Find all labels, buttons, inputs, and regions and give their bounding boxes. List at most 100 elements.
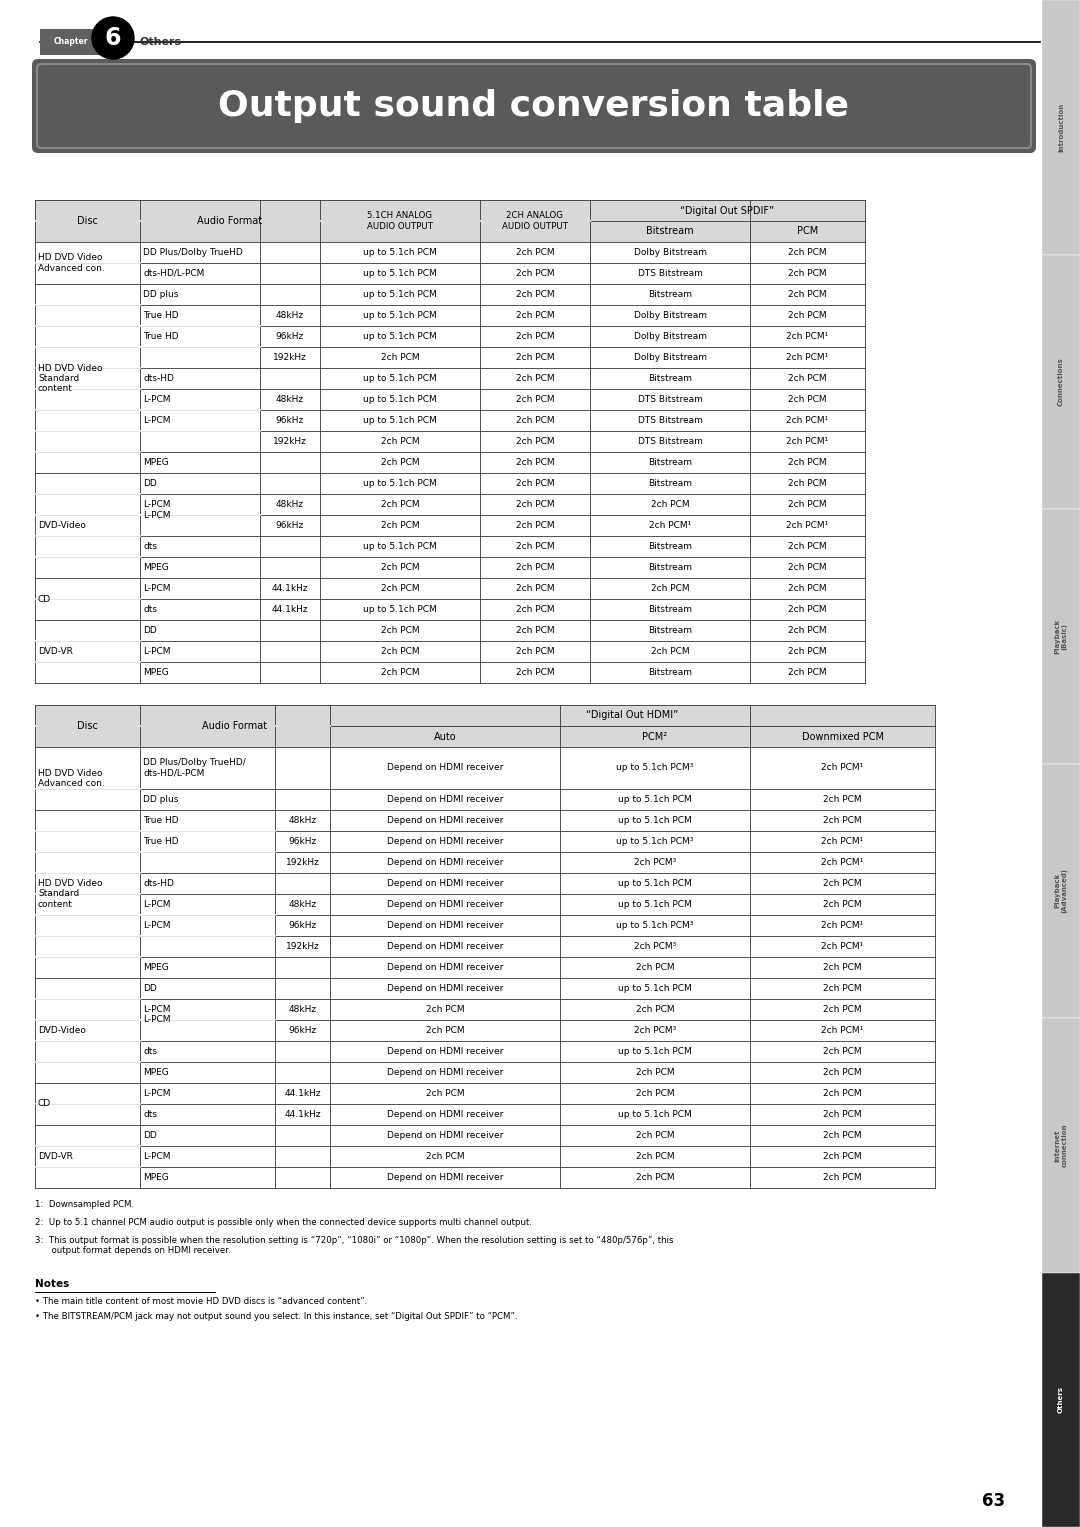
Text: 2ch PCM: 2ch PCM xyxy=(515,667,554,676)
Text: 96kHz: 96kHz xyxy=(288,1026,316,1035)
Text: up to 5.1ch PCM³: up to 5.1ch PCM³ xyxy=(617,764,693,773)
Text: Depend on HDMI receiver: Depend on HDMI receiver xyxy=(387,921,503,930)
Bar xyxy=(35,705,935,725)
Text: up to 5.1ch PCM: up to 5.1ch PCM xyxy=(618,1048,692,1057)
Text: MPEG: MPEG xyxy=(143,1173,168,1182)
Text: 2ch PCM: 2ch PCM xyxy=(636,1151,674,1161)
Text: “Digital Out HDMI”: “Digital Out HDMI” xyxy=(586,710,678,721)
Text: 96kHz: 96kHz xyxy=(288,921,316,930)
Text: 2ch PCM: 2ch PCM xyxy=(380,499,419,508)
Text: 2ch PCM¹: 2ch PCM¹ xyxy=(822,858,864,867)
Text: Depend on HDMI receiver: Depend on HDMI receiver xyxy=(387,815,503,825)
Text: Depend on HDMI receiver: Depend on HDMI receiver xyxy=(387,837,503,846)
Text: 2ch PCM: 2ch PCM xyxy=(823,1067,862,1077)
Text: Disc: Disc xyxy=(77,215,98,226)
Text: 2ch PCM: 2ch PCM xyxy=(515,626,554,635)
Text: 44.1kHz: 44.1kHz xyxy=(272,605,308,614)
Text: dts: dts xyxy=(143,542,157,551)
Text: dts-HD: dts-HD xyxy=(143,880,174,889)
Text: 2ch PCM¹: 2ch PCM¹ xyxy=(822,942,864,951)
Text: Playback
(Advanced): Playback (Advanced) xyxy=(1054,869,1067,913)
Text: Bitstream: Bitstream xyxy=(648,667,692,676)
Text: 2ch PCM: 2ch PCM xyxy=(823,1151,862,1161)
Text: 2ch PCM: 2ch PCM xyxy=(823,1173,862,1182)
Text: 48kHz: 48kHz xyxy=(288,815,316,825)
Bar xyxy=(1042,764,1080,1019)
Text: 2ch PCM: 2ch PCM xyxy=(823,1132,862,1141)
Text: True HD: True HD xyxy=(143,815,178,825)
Text: Depend on HDMI receiver: Depend on HDMI receiver xyxy=(387,764,503,773)
Text: PCM: PCM xyxy=(797,226,819,237)
FancyBboxPatch shape xyxy=(32,60,1036,153)
Text: Depend on HDMI receiver: Depend on HDMI receiver xyxy=(387,1067,503,1077)
Text: up to 5.1ch PCM: up to 5.1ch PCM xyxy=(363,395,437,405)
Text: • The main title content of most movie HD DVD discs is “advanced content”.: • The main title content of most movie H… xyxy=(35,1296,367,1306)
Text: 2ch PCM¹: 2ch PCM¹ xyxy=(786,353,828,362)
Text: 3:  This output format is possible when the resolution setting is “720p”, “1080i: 3: This output format is possible when t… xyxy=(35,1235,674,1255)
Text: 2ch PCM³: 2ch PCM³ xyxy=(634,942,676,951)
Text: 2ch PCM: 2ch PCM xyxy=(515,647,554,657)
Text: up to 5.1ch PCM: up to 5.1ch PCM xyxy=(363,374,437,383)
Text: 2ch PCM: 2ch PCM xyxy=(636,1005,674,1014)
Text: 2CH ANALOG
AUDIO OUTPUT: 2CH ANALOG AUDIO OUTPUT xyxy=(502,211,568,231)
Text: 2ch PCM: 2ch PCM xyxy=(515,542,554,551)
Text: 2ch PCM: 2ch PCM xyxy=(788,374,827,383)
Text: up to 5.1ch PCM: up to 5.1ch PCM xyxy=(363,247,437,257)
Text: 48kHz: 48kHz xyxy=(275,312,305,321)
Text: CD: CD xyxy=(38,594,51,603)
Text: 2ch PCM: 2ch PCM xyxy=(788,247,827,257)
Text: Depend on HDMI receiver: Depend on HDMI receiver xyxy=(387,1173,503,1182)
Text: DVD-VR: DVD-VR xyxy=(38,1151,72,1161)
Text: 2ch PCM¹: 2ch PCM¹ xyxy=(786,437,828,446)
Text: Bitstream: Bitstream xyxy=(648,563,692,573)
Text: Audio Format: Audio Format xyxy=(198,215,262,226)
Text: Disc: Disc xyxy=(77,721,98,731)
Text: Depend on HDMI receiver: Depend on HDMI receiver xyxy=(387,880,503,889)
Text: dts: dts xyxy=(143,1048,157,1057)
Text: 2ch PCM: 2ch PCM xyxy=(788,312,827,321)
Text: up to 5.1ch PCM: up to 5.1ch PCM xyxy=(363,415,437,425)
Bar xyxy=(35,200,865,221)
Text: 2ch PCM: 2ch PCM xyxy=(515,605,554,614)
Text: 2ch PCM: 2ch PCM xyxy=(788,479,827,489)
Text: Bitstream: Bitstream xyxy=(648,479,692,489)
Text: Dolby Bitstream: Dolby Bitstream xyxy=(634,353,706,362)
Text: 44.1kHz: 44.1kHz xyxy=(272,583,308,592)
Text: 2ch PCM¹: 2ch PCM¹ xyxy=(822,1026,864,1035)
Text: 2ch PCM: 2ch PCM xyxy=(788,290,827,299)
Text: 2ch PCM: 2ch PCM xyxy=(636,964,674,973)
Text: 2ch PCM: 2ch PCM xyxy=(823,899,862,909)
Text: Depend on HDMI receiver: Depend on HDMI receiver xyxy=(387,796,503,805)
Text: 2ch PCM: 2ch PCM xyxy=(380,521,419,530)
Text: 2ch PCM: 2ch PCM xyxy=(788,647,827,657)
Text: up to 5.1ch PCM: up to 5.1ch PCM xyxy=(618,815,692,825)
Text: 192kHz: 192kHz xyxy=(273,437,307,446)
Text: 2ch PCM: 2ch PCM xyxy=(426,1005,464,1014)
Text: 2:  Up to 5.1 channel PCM audio output is possible only when the connected devic: 2: Up to 5.1 channel PCM audio output is… xyxy=(35,1219,532,1228)
Text: 2ch PCM¹: 2ch PCM¹ xyxy=(649,521,691,530)
Text: 2ch PCM: 2ch PCM xyxy=(788,499,827,508)
Text: DVD-Video: DVD-Video xyxy=(38,521,86,530)
Text: 192kHz: 192kHz xyxy=(285,942,320,951)
Text: True HD: True HD xyxy=(143,837,178,846)
Text: 2ch PCM: 2ch PCM xyxy=(515,290,554,299)
Text: DD: DD xyxy=(143,479,157,489)
Text: HD DVD Video
Standard
content: HD DVD Video Standard content xyxy=(38,880,103,909)
Text: up to 5.1ch PCM: up to 5.1ch PCM xyxy=(363,331,437,341)
Text: Bitstream: Bitstream xyxy=(648,605,692,614)
Text: HD DVD Video
Advanced con.: HD DVD Video Advanced con. xyxy=(38,768,105,788)
Text: Depend on HDMI receiver: Depend on HDMI receiver xyxy=(387,1132,503,1141)
Text: 192kHz: 192kHz xyxy=(273,353,307,362)
Bar xyxy=(1042,255,1080,508)
Text: up to 5.1ch PCM: up to 5.1ch PCM xyxy=(618,983,692,993)
Text: 2ch PCM: 2ch PCM xyxy=(380,667,419,676)
Text: 2ch PCM: 2ch PCM xyxy=(650,583,689,592)
Text: 2ch PCM¹: 2ch PCM¹ xyxy=(786,415,828,425)
Text: 48kHz: 48kHz xyxy=(288,899,316,909)
Text: Depend on HDMI receiver: Depend on HDMI receiver xyxy=(387,1048,503,1057)
Text: 2ch PCM: 2ch PCM xyxy=(515,269,554,278)
Text: 2ch PCM: 2ch PCM xyxy=(380,647,419,657)
Text: 2ch PCM: 2ch PCM xyxy=(380,437,419,446)
Text: DTS Bitstream: DTS Bitstream xyxy=(637,395,702,405)
Text: Depend on HDMI receiver: Depend on HDMI receiver xyxy=(387,983,503,993)
